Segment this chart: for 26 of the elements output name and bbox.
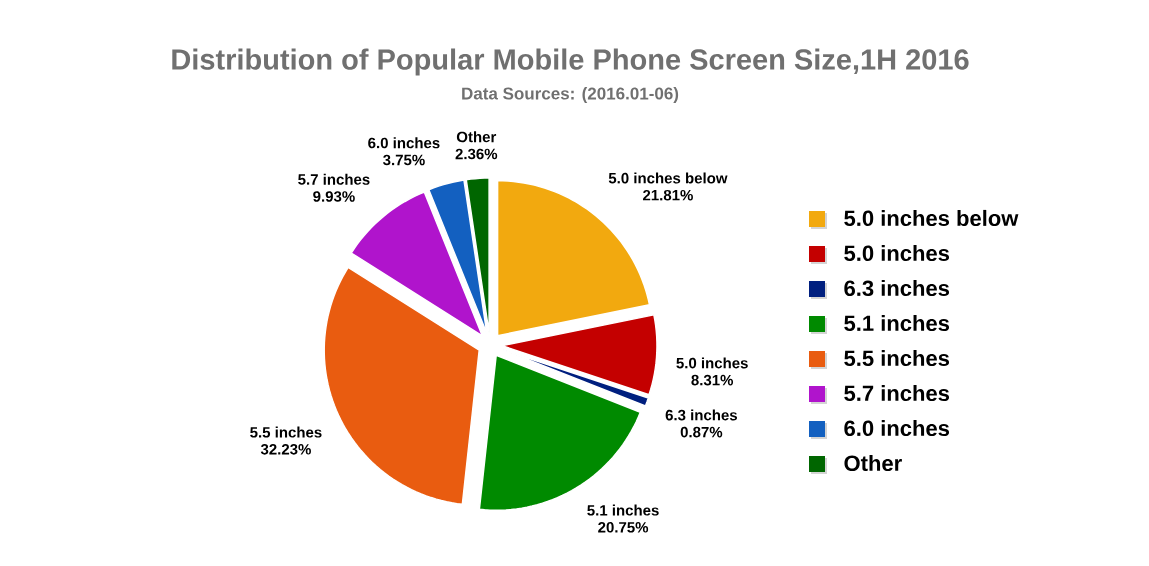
data-label: 32.23% (260, 443, 311, 455)
slice-label: Other (456, 131, 497, 143)
legend-label: 5.7 inches (844, 384, 950, 402)
legend-label: 5.1 inches (844, 314, 950, 332)
data-label: 9.93% (313, 191, 355, 202)
legend-label: 5.0 inches below (844, 209, 1019, 227)
legend-label: 5.0 inches (844, 244, 950, 262)
data-label: 3.75% (383, 154, 425, 166)
data-label: 2.36% (455, 148, 498, 160)
legend-label: 6.3 inches (844, 279, 950, 297)
slice-label: 6.0 inches (368, 137, 440, 149)
chart-subtitle: Data Sources: (2016.01-06) (462, 87, 679, 103)
legend-label: 6.0 inches (844, 419, 950, 437)
slice-label: 5.5 inches (250, 426, 322, 438)
legend-label: Other (844, 454, 902, 472)
slice-label: 6.3 inches (665, 409, 738, 421)
data-label: 0.87% (680, 426, 723, 438)
slice-label: 5.7 inches (298, 173, 370, 185)
chart-title: Distribution of Popular Mobile Phone Screen Size,1H 2016 (172, 48, 969, 76)
data-label: 8.31% (691, 374, 734, 386)
slice-label: 5.1 inches (587, 504, 659, 516)
slice-label: 5.0 inches (676, 357, 748, 369)
legend-label: 5.5 inches (844, 349, 950, 367)
data-label: 20.75% (598, 521, 649, 533)
data-label: 21.81% (642, 189, 693, 201)
slice-label: 5.0 inches below (608, 172, 728, 184)
